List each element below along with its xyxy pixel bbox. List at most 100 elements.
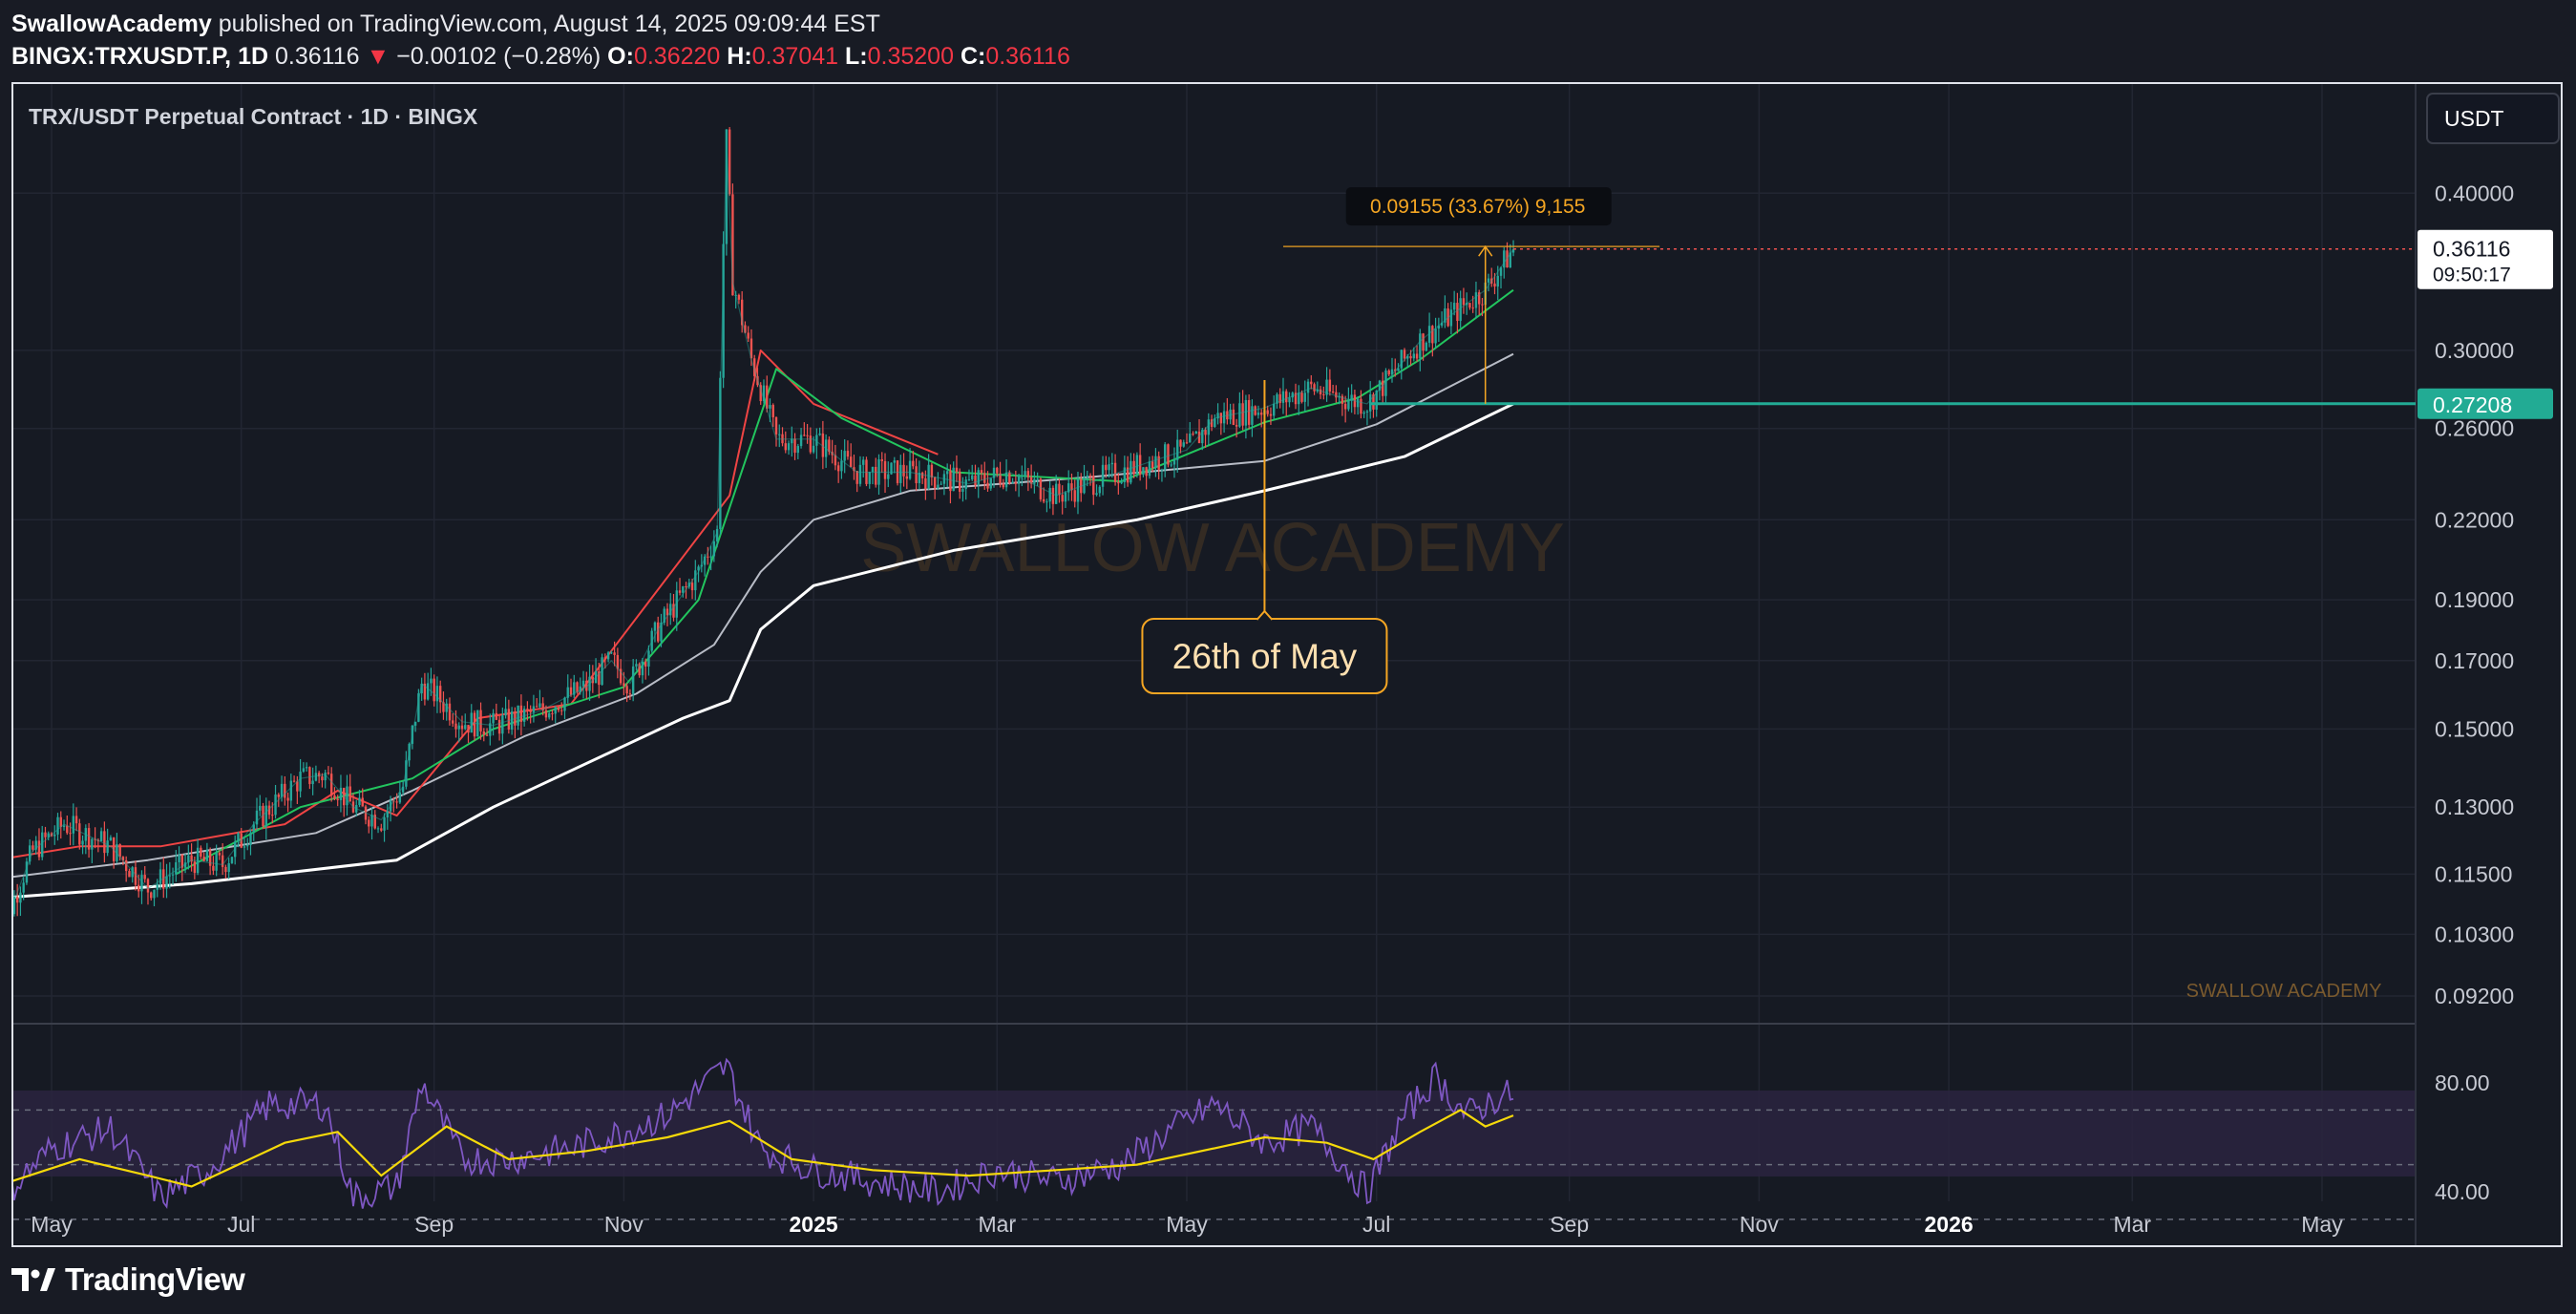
candle-body: [1365, 411, 1369, 413]
candle-body: [557, 707, 560, 710]
candle-body: [284, 783, 286, 798]
candle-body: [1157, 456, 1160, 470]
candle-body: [96, 839, 100, 841]
candle-body: [392, 800, 395, 802]
candle-body: [15, 897, 19, 903]
candle-body: [1179, 439, 1182, 447]
candle-body: [1403, 350, 1406, 359]
candle-body: [398, 792, 402, 803]
candle-body: [920, 473, 924, 478]
candle-body: [1350, 394, 1353, 401]
rsi-ma-line: [0, 1109, 1514, 1188]
y-tick-label: 0.19000: [2435, 587, 2514, 612]
candle-body: [1276, 393, 1278, 404]
chart-frame: SWALLOW ACADEMY SWALLOW ACADEMY 0.27208 0…: [0, 82, 2563, 1247]
candle-body: [314, 773, 318, 781]
candle-body: [828, 439, 831, 453]
candle-body: [803, 434, 806, 436]
candle-body: [1294, 392, 1298, 405]
x-tick-label: 2026: [1925, 1212, 1974, 1237]
candle-body: [532, 706, 536, 712]
candle-body: [641, 661, 644, 676]
currency-button[interactable]: USDT: [2426, 93, 2560, 144]
candle-body: [361, 797, 364, 807]
candle-body: [791, 438, 793, 444]
candle-body: [924, 477, 927, 489]
candle-body: [507, 709, 511, 730]
candle-body: [1434, 328, 1437, 344]
candle-body: [137, 884, 140, 892]
candle-body: [47, 833, 50, 837]
candle-body: [769, 405, 771, 409]
candle-body: [1024, 471, 1026, 477]
candle-body: [1360, 398, 1362, 414]
price-chart[interactable]: SWALLOW ACADEMY SWALLOW ACADEMY 0.272080…: [0, 84, 2561, 1245]
candle-body: [389, 800, 392, 812]
candle-body: [208, 850, 212, 866]
symbol-interval[interactable]: BINGX:TRXUSDT.P, 1D: [11, 43, 269, 70]
candle-body: [420, 683, 423, 694]
candle-body: [423, 683, 427, 700]
candle-body: [955, 467, 959, 472]
candle-body: [669, 604, 672, 616]
candle-body: [1172, 459, 1176, 465]
candle-body: [1471, 307, 1474, 309]
candle-body: [274, 795, 277, 816]
candle-body: [34, 840, 37, 850]
candle-body: [787, 443, 791, 451]
candle-body: [591, 676, 595, 684]
candle-body: [355, 804, 358, 813]
candle-body: [514, 711, 517, 726]
candle-body: [1406, 355, 1409, 359]
candle-body: [1117, 481, 1120, 484]
candle-body: [927, 464, 930, 489]
candle-body: [576, 682, 579, 692]
last-price: 0.36116: [274, 43, 360, 70]
candle-body: [774, 416, 778, 434]
candle-body: [156, 883, 158, 890]
candle-body: [1285, 391, 1288, 403]
candle-body: [977, 470, 980, 486]
candle-body: [1459, 298, 1462, 322]
candle-body: [373, 815, 376, 829]
x-tick-label: May: [1166, 1212, 1208, 1237]
candle-body: [949, 471, 952, 492]
candle-body: [756, 375, 759, 386]
candle-body: [445, 703, 448, 712]
candle-body: [1278, 393, 1281, 403]
candle-body: [942, 474, 946, 484]
candle-body: [548, 712, 551, 718]
tradingview-brand[interactable]: TradingView: [65, 1261, 245, 1297]
candle-body: [1021, 476, 1024, 477]
chart-title: TRX/USDT Perpetual Contract · 1D · BINGX: [29, 104, 478, 129]
author-name[interactable]: SwallowAcademy: [11, 11, 212, 37]
candle-body: [504, 709, 507, 716]
candle-body: [178, 855, 180, 862]
candle-body: [383, 816, 386, 831]
candle-body: [1154, 456, 1157, 469]
candle-body: [187, 855, 190, 863]
candle-body: [87, 828, 91, 850]
candle-body: [252, 824, 255, 833]
candle-body: [858, 464, 862, 484]
candle-body: [454, 723, 457, 730]
candle-body: [647, 650, 650, 668]
candle-body: [489, 723, 492, 736]
candle-body: [348, 786, 351, 802]
candle-body: [364, 806, 368, 820]
candle-body: [1054, 483, 1058, 504]
candle-body: [485, 734, 489, 736]
y-tick-label: 0.40000: [2435, 180, 2514, 205]
candle-body: [259, 805, 262, 811]
candle-body: [1092, 476, 1095, 496]
candle-body: [796, 446, 800, 454]
candle-body: [438, 686, 442, 703]
candle-body: [1335, 392, 1338, 398]
candle-body: [329, 774, 333, 795]
candle-body: [1343, 403, 1347, 410]
candle-body: [1214, 418, 1216, 427]
candle-body: [1101, 464, 1105, 487]
tradingview-logo-icon[interactable]: [11, 1266, 55, 1293]
candle-body: [1288, 397, 1291, 403]
candle-body: [74, 816, 78, 824]
